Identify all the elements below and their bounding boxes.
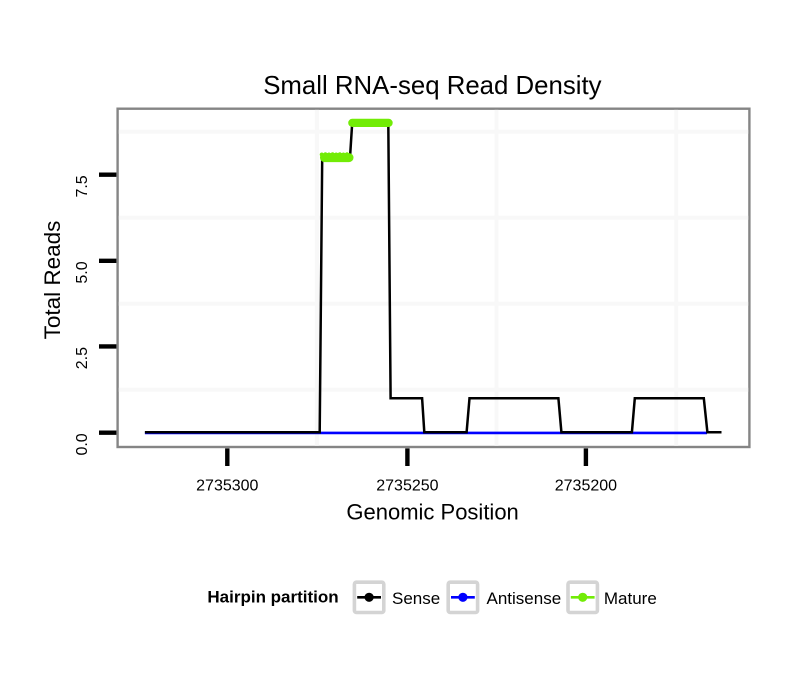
svg-text:2735200: 2735200 xyxy=(555,477,617,494)
svg-text:2735300: 2735300 xyxy=(196,477,258,494)
svg-text:Sense: Sense xyxy=(392,589,440,608)
svg-text:Small RNA-seq Read Density: Small RNA-seq Read Density xyxy=(263,72,601,100)
svg-text:7.5: 7.5 xyxy=(74,175,91,197)
svg-text:Hairpin partition: Hairpin partition xyxy=(207,588,338,607)
svg-text:Mature: Mature xyxy=(604,589,657,608)
svg-text:Antisense: Antisense xyxy=(487,589,562,608)
svg-text:2735250: 2735250 xyxy=(376,477,438,494)
svg-text:Total Reads: Total Reads xyxy=(40,221,65,340)
svg-text:Genomic Position: Genomic Position xyxy=(346,500,518,525)
svg-text:2.5: 2.5 xyxy=(74,347,91,369)
svg-text:0.0: 0.0 xyxy=(74,433,91,455)
svg-text:5.0: 5.0 xyxy=(74,261,91,283)
